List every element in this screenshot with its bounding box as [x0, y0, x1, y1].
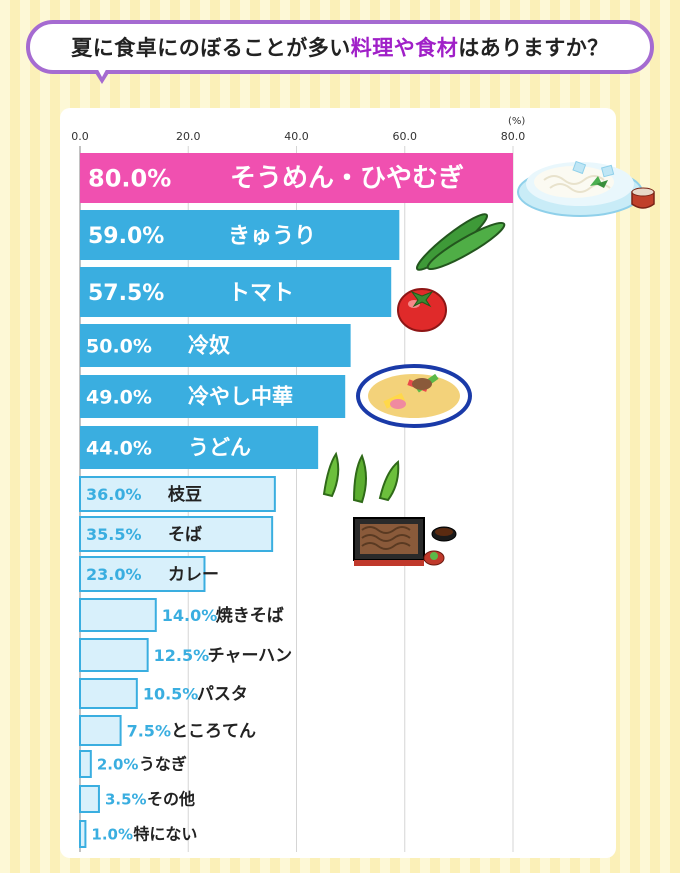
bar: [80, 375, 346, 418]
value-label: 7.5%: [127, 721, 171, 740]
bar: [79, 638, 149, 672]
category-label: パスタ: [197, 684, 248, 704]
category-label: うなぎ: [139, 754, 187, 773]
category-label: チャーハン: [208, 646, 293, 666]
value-label: 10.5%: [143, 684, 199, 703]
category-label: 枝豆: [168, 484, 202, 505]
x-tick-label: 20.0: [176, 130, 201, 143]
title-prefix: 夏に食卓にのぼることが多い: [71, 36, 351, 60]
bar: [79, 678, 138, 709]
bar: [79, 715, 122, 746]
bar: [80, 267, 392, 317]
x-axis-ticks: 0.0 20.0 40.0 60.0 80.0: [71, 130, 525, 143]
value-label: 23.0%: [86, 565, 142, 584]
bar: [80, 210, 400, 260]
category-label: トマト: [228, 281, 294, 306]
category-label: 焼きそば: [216, 605, 284, 626]
x-tick-label: 60.0: [393, 130, 418, 143]
value-label: 2.0%: [97, 755, 139, 773]
title-suffix: はありますか？: [458, 36, 609, 60]
x-tick-label: 40.0: [284, 130, 309, 143]
category-label: 冷奴: [188, 333, 230, 357]
tomato-icon: [397, 288, 447, 332]
title-bubble-tail-inner: [96, 66, 108, 77]
value-label: 12.5%: [154, 646, 210, 665]
category-label: きゅうり: [228, 224, 316, 249]
unit-label: (%): [508, 116, 525, 127]
hiyashi-chuka-icon: [356, 364, 472, 428]
somen-icon: [517, 160, 655, 217]
category-label: そば: [168, 525, 202, 545]
value-label: 3.5%: [105, 790, 147, 808]
category-label: 特にない: [133, 824, 197, 843]
category-label: カレー: [168, 565, 219, 585]
bar: [80, 324, 351, 367]
value-label: 1.0%: [91, 825, 133, 843]
bar: [80, 426, 319, 469]
value-label: 59.0%: [88, 224, 164, 249]
category-label: その他: [147, 789, 195, 808]
chart-title: 夏に食卓にのぼることが多い 料理や食材 はありますか？: [26, 20, 654, 74]
category-label: うどん: [188, 435, 251, 459]
bar: [79, 785, 100, 813]
bar: [79, 750, 92, 778]
value-label: 57.5%: [88, 281, 164, 306]
x-tick-label: 0.0: [71, 130, 89, 143]
category-label: 冷やし中華: [188, 384, 293, 408]
value-label: 14.0%: [162, 606, 218, 625]
bar: [79, 556, 206, 592]
value-label: 49.0%: [86, 386, 152, 408]
value-label: 35.5%: [86, 525, 142, 544]
title-highlight: 料理や食材: [350, 36, 459, 60]
bar: [79, 820, 87, 848]
x-tick-label: 80.0: [501, 130, 526, 143]
cucumber-icon: [415, 213, 506, 271]
value-label: 80.0%: [88, 165, 171, 193]
soba-icon: [353, 517, 457, 566]
bar: [79, 598, 157, 632]
category-label: そうめん・ひやむぎ: [230, 164, 464, 194]
value-label: 36.0%: [86, 485, 142, 504]
value-label: 50.0%: [86, 335, 152, 357]
category-label: ところてん: [171, 721, 256, 741]
edamame-icon: [322, 451, 400, 504]
bar: [79, 516, 274, 552]
value-label: 44.0%: [86, 437, 152, 459]
bar: [79, 476, 276, 512]
bars: 80.0% そうめん・ひやむぎ 59.0% きゅうり 57.5% トマト 50.0% 冷奴 49…: [79, 153, 513, 848]
bar: [80, 153, 513, 203]
